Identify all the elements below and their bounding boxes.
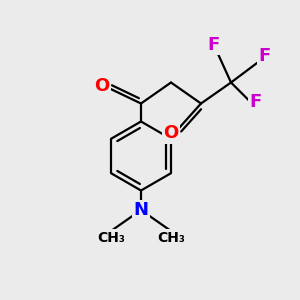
- Text: F: F: [207, 36, 219, 54]
- Text: CH₃: CH₃: [157, 231, 185, 244]
- Text: O: O: [164, 124, 178, 142]
- Text: F: F: [250, 93, 262, 111]
- Text: F: F: [259, 47, 271, 65]
- Text: CH₃: CH₃: [97, 231, 125, 244]
- Text: O: O: [94, 76, 110, 94]
- Text: N: N: [134, 201, 148, 219]
